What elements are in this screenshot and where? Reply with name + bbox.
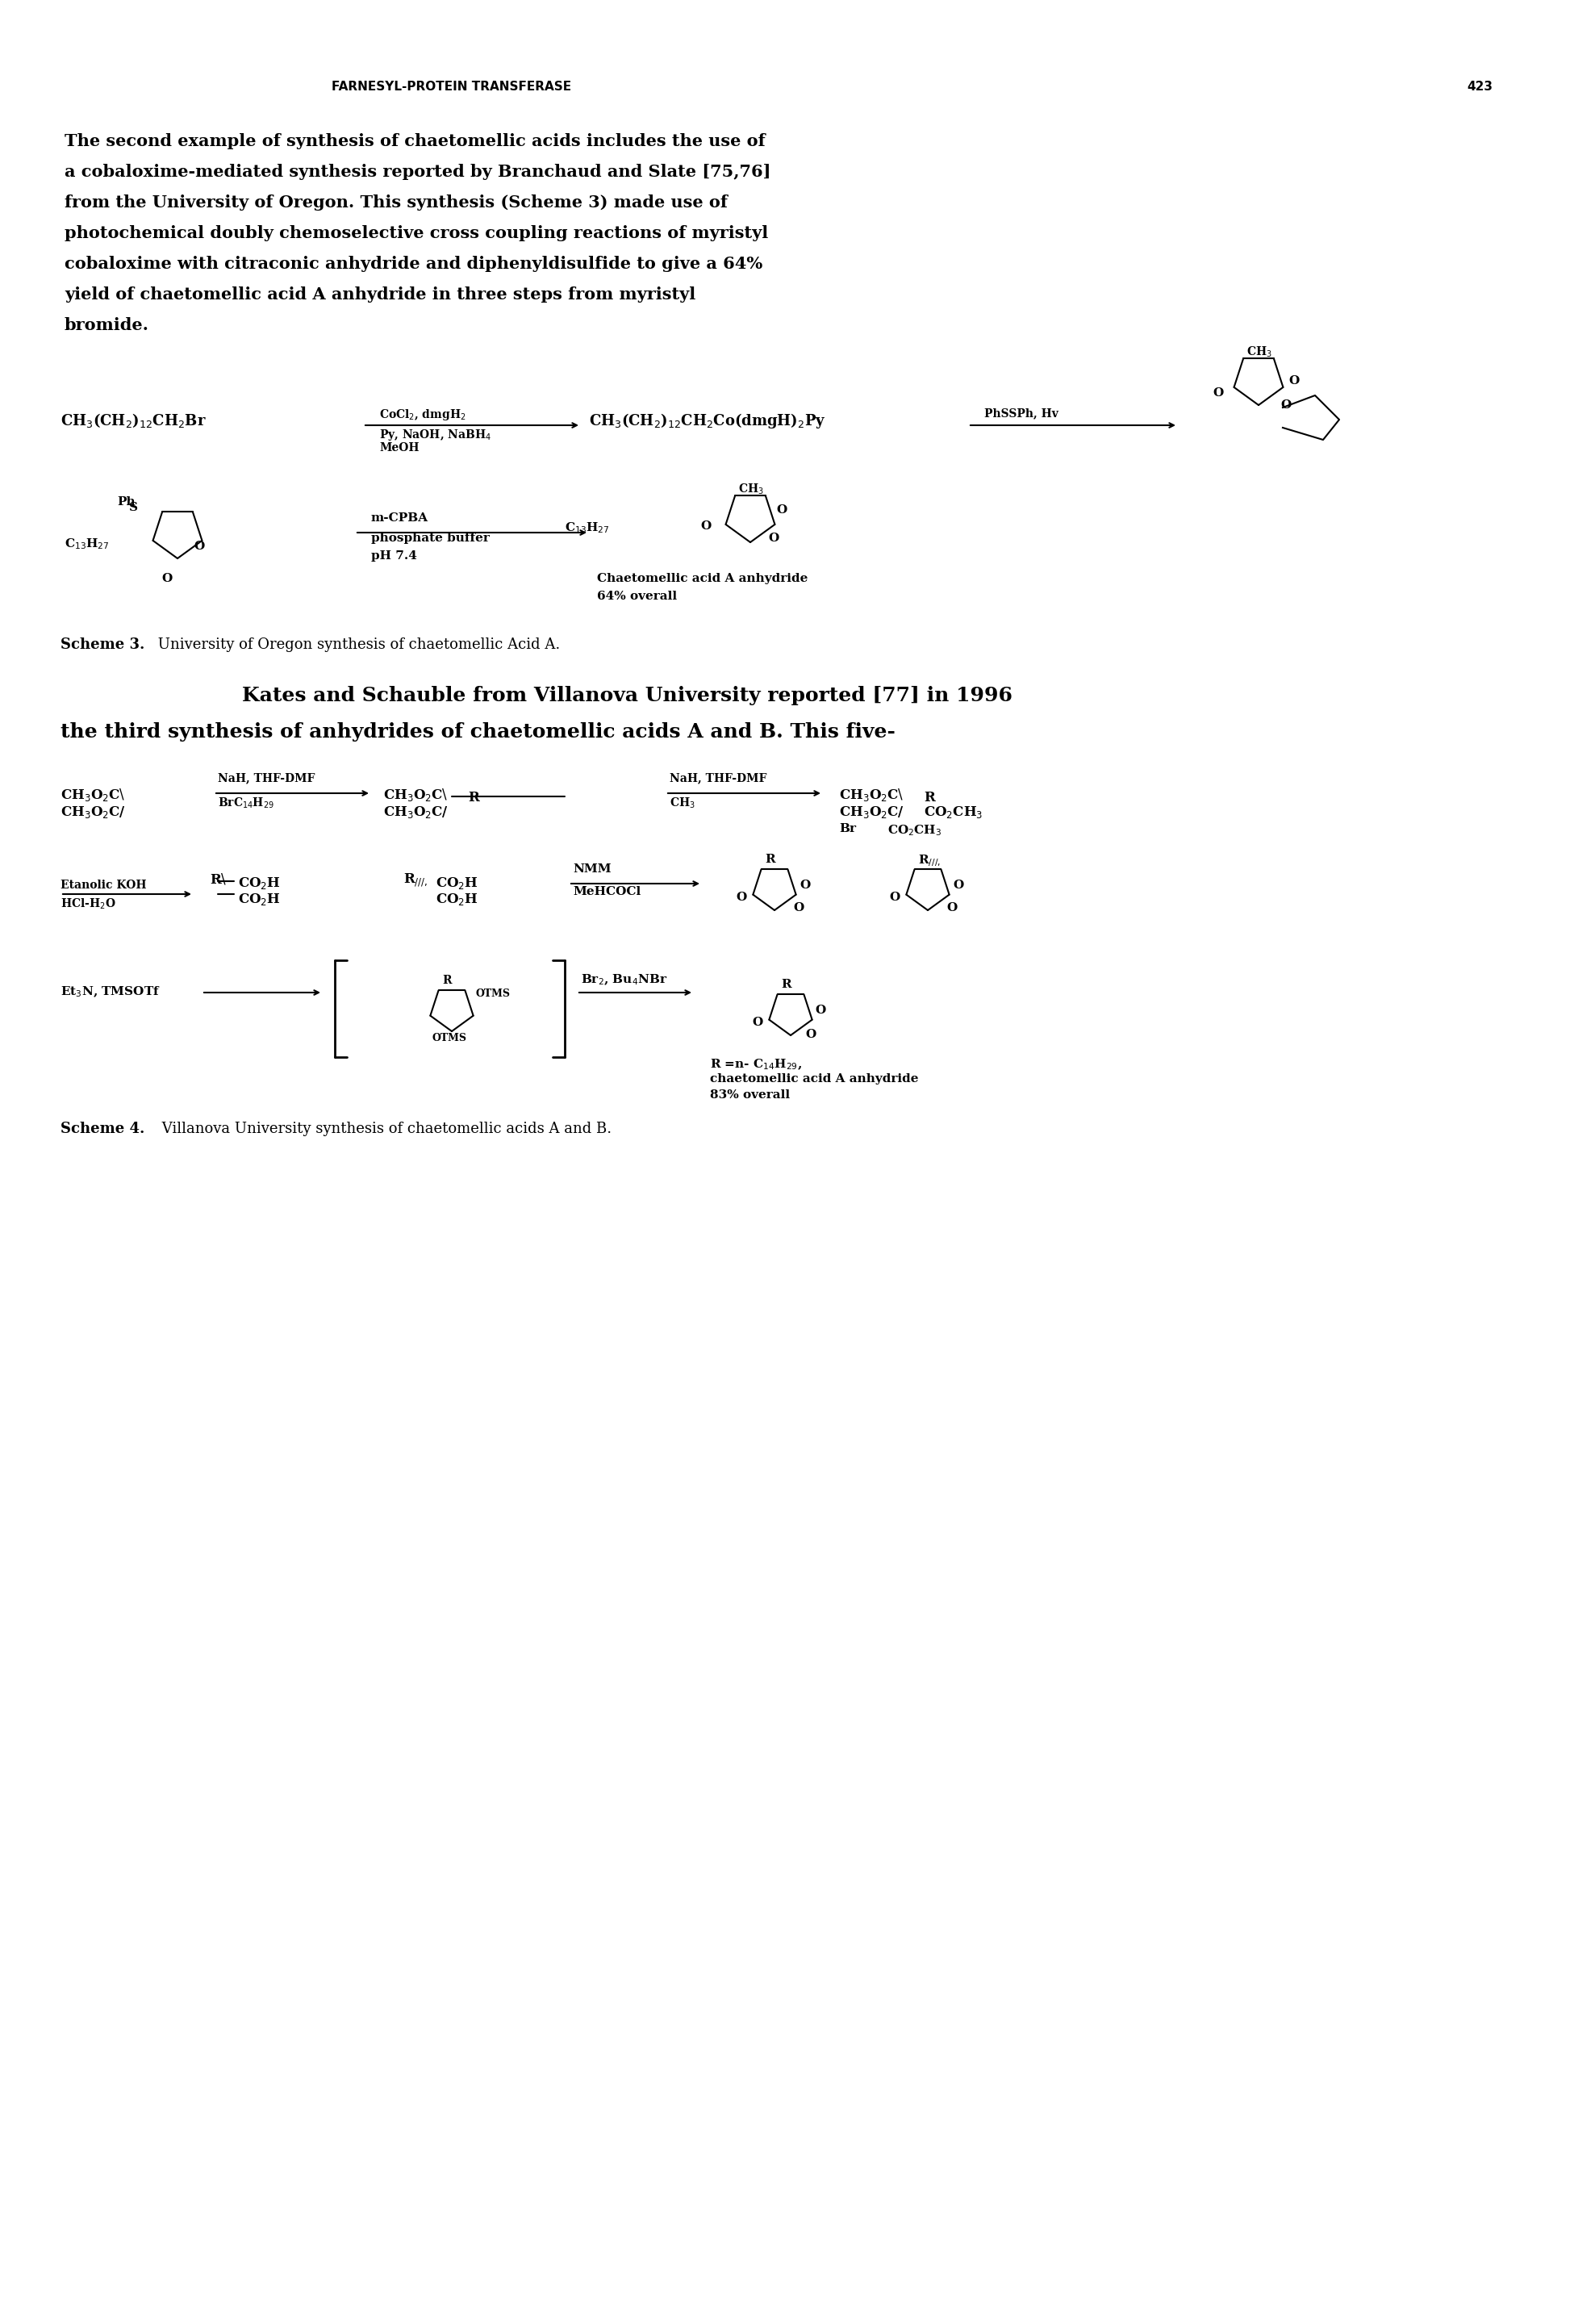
Text: HCl-H$_2$O: HCl-H$_2$O [60, 897, 116, 911]
Text: CO$_2$H: CO$_2$H [436, 876, 478, 890]
Text: Et$_3$N, TMSOTf: Et$_3$N, TMSOTf [60, 985, 161, 999]
Text: O: O [1212, 388, 1223, 400]
Text: CH$_3$(CH$_2$)$_{12}$CH$_2$Co(dmgH)$_2$Py: CH$_3$(CH$_2$)$_{12}$CH$_2$Co(dmgH)$_2$P… [589, 411, 826, 430]
Text: R$_{///,}$: R$_{///,}$ [403, 872, 428, 888]
Text: O: O [800, 878, 811, 890]
Text: OTMS: OTMS [475, 988, 510, 999]
Text: R$\backslash$: R$\backslash$ [209, 872, 227, 885]
Text: O: O [776, 504, 787, 516]
Text: C$_{13}$H$_{27}$: C$_{13}$H$_{27}$ [565, 521, 609, 535]
Text: O: O [700, 521, 711, 532]
Text: Chaetomellic acid A anhydride: Chaetomellic acid A anhydride [597, 574, 807, 583]
Text: O: O [768, 532, 779, 544]
Text: OTMS: OTMS [431, 1032, 466, 1043]
Text: O: O [815, 1004, 825, 1016]
Text: CoCl$_2$, dmgH$_2$: CoCl$_2$, dmgH$_2$ [379, 407, 466, 423]
Text: O: O [194, 541, 205, 553]
Text: bromide.: bromide. [65, 316, 150, 332]
Text: CO$_2$CH$_3$: CO$_2$CH$_3$ [924, 804, 982, 820]
Text: NMM: NMM [573, 865, 611, 874]
Text: NaH, THF-DMF: NaH, THF-DMF [217, 772, 315, 783]
Text: CH$_3$: CH$_3$ [669, 797, 696, 811]
Text: CH$_3$O$_2$C$\backslash$: CH$_3$O$_2$C$\backslash$ [839, 788, 903, 802]
Text: O: O [793, 902, 804, 913]
Text: yield of chaetomellic acid A anhydride in three steps from myristyl: yield of chaetomellic acid A anhydride i… [65, 286, 696, 302]
Text: Etanolic KOH: Etanolic KOH [60, 878, 146, 890]
Text: University of Oregon synthesis of chaetomellic Acid A.: University of Oregon synthesis of chaeto… [153, 637, 560, 653]
Text: R$_{///,}$: R$_{///,}$ [918, 853, 941, 869]
Text: NaH, THF-DMF: NaH, THF-DMF [669, 772, 767, 783]
Text: O: O [735, 892, 746, 904]
Text: O: O [1280, 400, 1291, 411]
Text: R: R [467, 790, 478, 804]
Text: CO$_2$CH$_3$: CO$_2$CH$_3$ [888, 823, 941, 837]
Text: 64% overall: 64% overall [597, 590, 677, 602]
Text: R: R [781, 978, 792, 990]
Text: 83% overall: 83% overall [710, 1090, 790, 1102]
Text: 423: 423 [1467, 81, 1492, 93]
Text: R =n- C$_{14}$H$_{29}$,: R =n- C$_{14}$H$_{29}$, [710, 1057, 803, 1071]
Text: CH$_3$O$_2$C/: CH$_3$O$_2$C/ [382, 804, 449, 820]
Text: The second example of synthesis of chaetomellic acids includes the use of: The second example of synthesis of chaet… [65, 132, 765, 149]
Text: R: R [765, 853, 774, 865]
Text: Kates and Schauble from Villanova University reported [77] in 1996: Kates and Schauble from Villanova Univer… [242, 686, 1012, 704]
Text: R: R [924, 790, 935, 804]
Text: photochemical doubly chemoselective cross coupling reactions of myristyl: photochemical doubly chemoselective cros… [65, 225, 768, 242]
Text: Py, NaOH, NaBH$_4$: Py, NaOH, NaBH$_4$ [379, 428, 491, 442]
Text: O: O [806, 1030, 815, 1041]
Text: CH$_3$(CH$_2$)$_{12}$CH$_2$Br: CH$_3$(CH$_2$)$_{12}$CH$_2$Br [60, 411, 206, 430]
Text: O: O [752, 1018, 762, 1027]
Text: R: R [442, 974, 452, 985]
Text: BrC$_{14}$H$_{29}$: BrC$_{14}$H$_{29}$ [217, 797, 274, 811]
Text: FARNESYL-PROTEIN TRANSFERASE: FARNESYL-PROTEIN TRANSFERASE [332, 81, 571, 93]
Text: MeOH: MeOH [379, 442, 419, 453]
Text: CO$_2$H: CO$_2$H [238, 892, 280, 906]
Text: Scheme 3.: Scheme 3. [60, 637, 145, 653]
Text: chaetomellic acid A anhydride: chaetomellic acid A anhydride [710, 1074, 919, 1085]
Text: m-CPBA: m-CPBA [371, 511, 428, 523]
Text: O: O [1289, 374, 1299, 386]
Text: Scheme 4.: Scheme 4. [60, 1122, 145, 1136]
Text: CH$_3$O$_2$C$\backslash$: CH$_3$O$_2$C$\backslash$ [60, 788, 126, 802]
Text: S: S [129, 502, 139, 514]
Text: a cobaloxime-mediated synthesis reported by Branchaud and Slate [75,76]: a cobaloxime-mediated synthesis reported… [65, 163, 771, 179]
Text: CO$_2$H: CO$_2$H [436, 892, 478, 906]
Text: PhSSPh, Hv: PhSSPh, Hv [984, 407, 1058, 418]
Text: O: O [162, 574, 172, 583]
Text: CH$_3$O$_2$C/: CH$_3$O$_2$C/ [60, 804, 126, 820]
Text: Ph: Ph [116, 497, 135, 507]
Text: CH$_3$: CH$_3$ [738, 483, 763, 497]
Text: Br$_2$, Bu$_4$NBr: Br$_2$, Bu$_4$NBr [581, 971, 667, 988]
Text: cobaloxime with citraconic anhydride and diphenyldisulfide to give a 64%: cobaloxime with citraconic anhydride and… [65, 256, 762, 272]
Text: from the University of Oregon. This synthesis (Scheme 3) made use of: from the University of Oregon. This synt… [65, 195, 727, 211]
Text: CH$_3$O$_2$C/: CH$_3$O$_2$C/ [839, 804, 905, 820]
Text: phosphate buffer: phosphate buffer [371, 532, 490, 544]
Text: CO$_2$H: CO$_2$H [238, 876, 280, 890]
Text: Villanova University synthesis of chaetomellic acids A and B.: Villanova University synthesis of chaeto… [157, 1122, 612, 1136]
Text: O: O [952, 878, 963, 890]
Text: MeHCOCl: MeHCOCl [573, 885, 641, 897]
Text: Br: Br [839, 823, 856, 834]
Text: CH$_3$: CH$_3$ [1247, 346, 1272, 360]
Text: the third synthesis of anhydrides of chaetomellic acids A and B. This five-: the third synthesis of anhydrides of cha… [60, 723, 896, 741]
Text: O: O [946, 902, 957, 913]
Text: CH$_3$O$_2$C$\backslash$: CH$_3$O$_2$C$\backslash$ [382, 788, 449, 802]
Text: O: O [889, 892, 900, 904]
Text: C$_{13}$H$_{27}$: C$_{13}$H$_{27}$ [65, 537, 109, 551]
Text: pH 7.4: pH 7.4 [371, 551, 417, 562]
